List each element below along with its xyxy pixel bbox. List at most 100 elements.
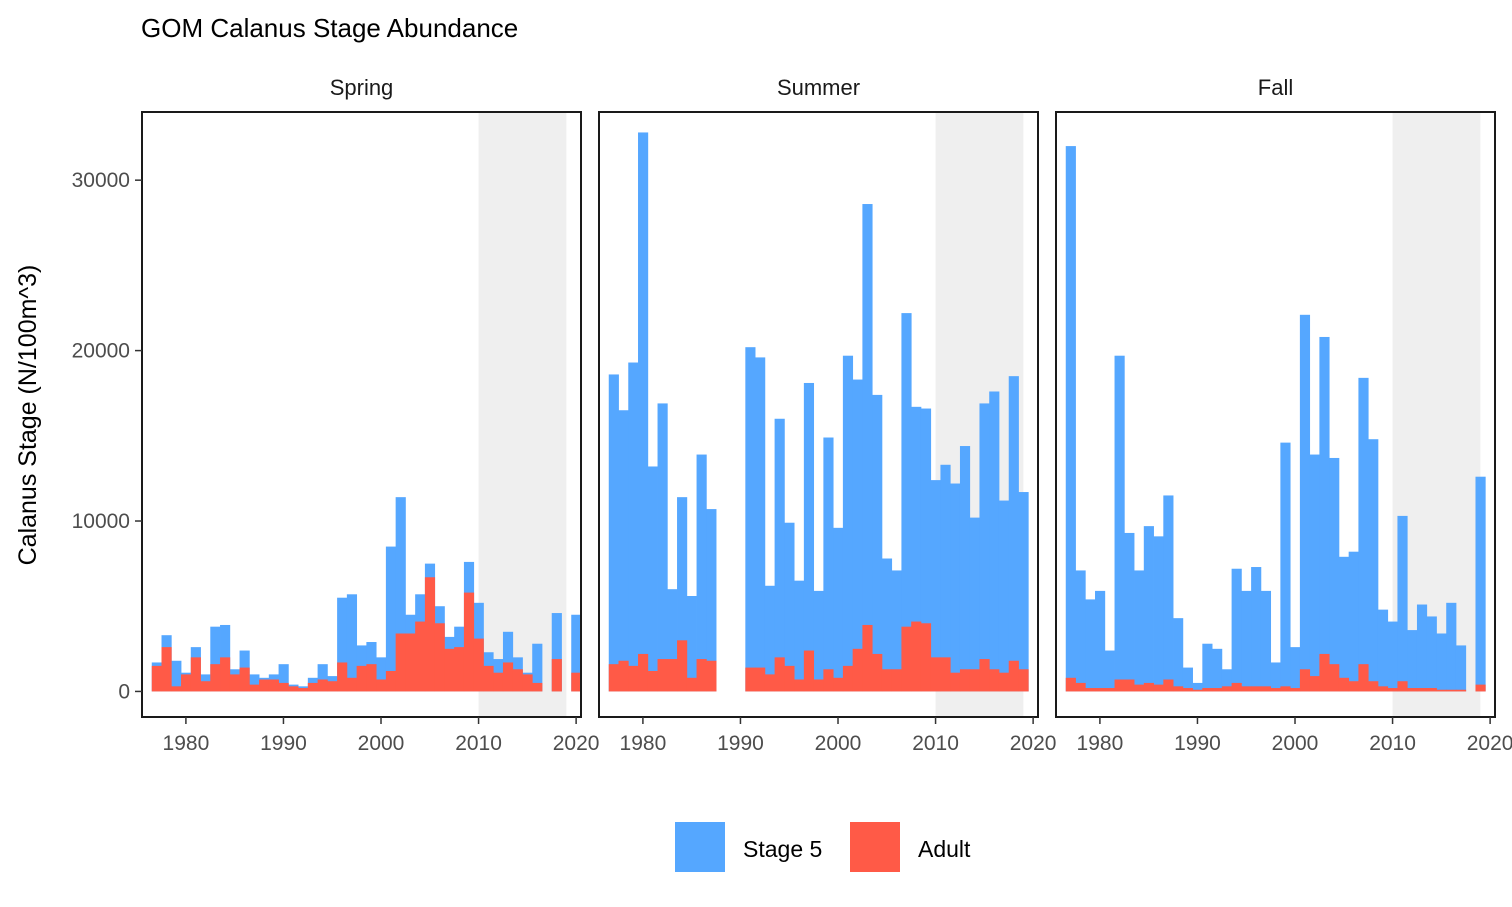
bar-stage5-1991 — [1202, 643, 1213, 692]
bar-adult-1994 — [317, 679, 328, 692]
bar-stage5-1983 — [667, 589, 678, 692]
bar-adult-1980 — [638, 653, 649, 692]
bar-adult-2005 — [424, 577, 436, 692]
bar-adult-1995 — [327, 681, 338, 692]
bar-stage5-1992 — [1212, 648, 1223, 692]
bar-adult-1992 — [298, 688, 309, 692]
bar-adult-2000 — [1290, 688, 1301, 692]
bar-stage5-1986 — [1153, 536, 1164, 692]
bar-stage5-2009 — [920, 408, 932, 692]
bar-adult-2011 — [940, 657, 951, 692]
bar-adult-1993 — [764, 674, 775, 692]
panel-fall: Fall 1980 1990 2000 2010 2020 — [1055, 75, 1512, 755]
bar-adult-1985 — [686, 677, 697, 692]
bar-stage5-2006 — [891, 570, 902, 692]
bar-stage5-1995 — [784, 522, 795, 692]
bar-adult-2000 — [833, 677, 844, 692]
x-tick-label: 2000 — [358, 732, 405, 755]
bar-stage5-2003 — [862, 204, 873, 692]
bar-stage5-2016 — [1446, 602, 1457, 692]
bar-adult-1987 — [1163, 679, 1174, 692]
bar-adult-1988 — [259, 679, 270, 692]
bar-stage5-2019 — [1018, 492, 1029, 692]
bar-adult-2008 — [1368, 681, 1379, 692]
bar-adult-1985 — [1143, 682, 1154, 692]
bar-adult-2017 — [998, 672, 1010, 692]
bar-stage5-1990 — [1192, 682, 1203, 692]
bar-adult-1977 — [1065, 677, 1076, 692]
bar-adult-2017 — [1455, 689, 1467, 692]
panel-border — [598, 111, 1039, 718]
bar-stage5-1980 — [1095, 590, 1106, 692]
bar-adult-1992 — [1212, 688, 1223, 692]
y-tick-label: 10000 — [72, 510, 130, 533]
bar-adult-2013 — [959, 669, 971, 692]
bar-adult-1991 — [288, 686, 299, 692]
x-tick-label: 1990 — [717, 732, 764, 755]
panel-border — [141, 111, 582, 718]
bar-adult-2001 — [842, 665, 854, 692]
bar-stage5-1994 — [317, 664, 328, 692]
bar-adult-1998 — [1270, 688, 1281, 692]
bar-adult-1980 — [1095, 688, 1106, 692]
bar-adult-1977 — [151, 665, 162, 692]
bar-adult-2006 — [434, 623, 445, 692]
bar-adult-1994 — [1231, 682, 1242, 692]
bar-adult-2019 — [1475, 684, 1486, 692]
bar-stage5-2008 — [911, 406, 922, 692]
bar-adult-2010 — [930, 657, 941, 692]
bar-adult-1996 — [337, 662, 348, 692]
bar-adult-2009 — [920, 623, 932, 692]
x-tick-label: 1980 — [1077, 732, 1124, 755]
panel-border — [1055, 111, 1496, 718]
bar-adult-2013 — [1416, 688, 1428, 692]
bar-stage5-1991 — [745, 347, 756, 692]
bar-adult-2018 — [551, 659, 562, 692]
bar-adult-1982 — [657, 659, 668, 692]
bar-adult-1989 — [1182, 688, 1193, 692]
facet-label: Spring — [330, 75, 394, 100]
bar-adult-2009 — [1377, 686, 1389, 692]
bar-stage5-2019 — [1475, 476, 1486, 692]
legend-label-stage5: Stage 5 — [743, 836, 822, 862]
bar-adult-1997 — [803, 650, 815, 692]
bar-adult-1991 — [1202, 688, 1213, 692]
bar-stage5-1983 — [210, 626, 221, 692]
x-tick-label: 2000 — [1272, 732, 1319, 755]
bar-adult-1983 — [1124, 679, 1135, 692]
bar-stage5-1979 — [171, 660, 182, 692]
bar-adult-2005 — [881, 669, 893, 692]
bar-adult-1999 — [366, 664, 377, 692]
bar-stage5-2007 — [1358, 377, 1369, 692]
panel-spring: Spring 1980 1990 2000 2010 2020 — [141, 75, 600, 755]
bar-adult-1984 — [677, 640, 688, 692]
bar-stage5-2004 — [1329, 457, 1340, 692]
bar-stage5-1997 — [803, 382, 815, 692]
bar-adult-1990 — [1192, 689, 1203, 692]
bar-stage5-1996 — [1251, 567, 1262, 692]
bar-stage5-2018 — [1008, 376, 1019, 692]
bar-stage5-1990 — [278, 664, 289, 692]
legend-label-adult: Adult — [918, 836, 971, 862]
bar-stage5-1982 — [1114, 355, 1125, 692]
bar-adult-2013 — [502, 662, 514, 692]
bar-adult-2016 — [989, 669, 1000, 692]
bar-adult-1983 — [667, 659, 678, 692]
bar-stage5-1984 — [677, 497, 688, 692]
bar-adult-2012 — [493, 672, 504, 692]
bar-stage5-2000 — [1290, 647, 1301, 692]
bar-adult-1991 — [745, 667, 756, 692]
bar-adult-1996 — [1251, 686, 1262, 692]
bar-adult-1994 — [774, 657, 785, 692]
bar-adult-1996 — [794, 679, 805, 692]
bar-stage5-2012 — [950, 483, 961, 692]
bar-adult-1997 — [1260, 686, 1272, 692]
bar-stage5-2001 — [1299, 314, 1311, 692]
bar-adult-2003 — [405, 633, 416, 692]
bar-stage5-1977 — [608, 374, 619, 692]
bar-stage5-2005 — [1338, 556, 1350, 692]
bar-adult-1993 — [307, 682, 318, 692]
x-tick-label: 2020 — [553, 732, 600, 755]
bar-adult-1978 — [161, 647, 172, 692]
bar-stage5-2002 — [852, 379, 863, 692]
